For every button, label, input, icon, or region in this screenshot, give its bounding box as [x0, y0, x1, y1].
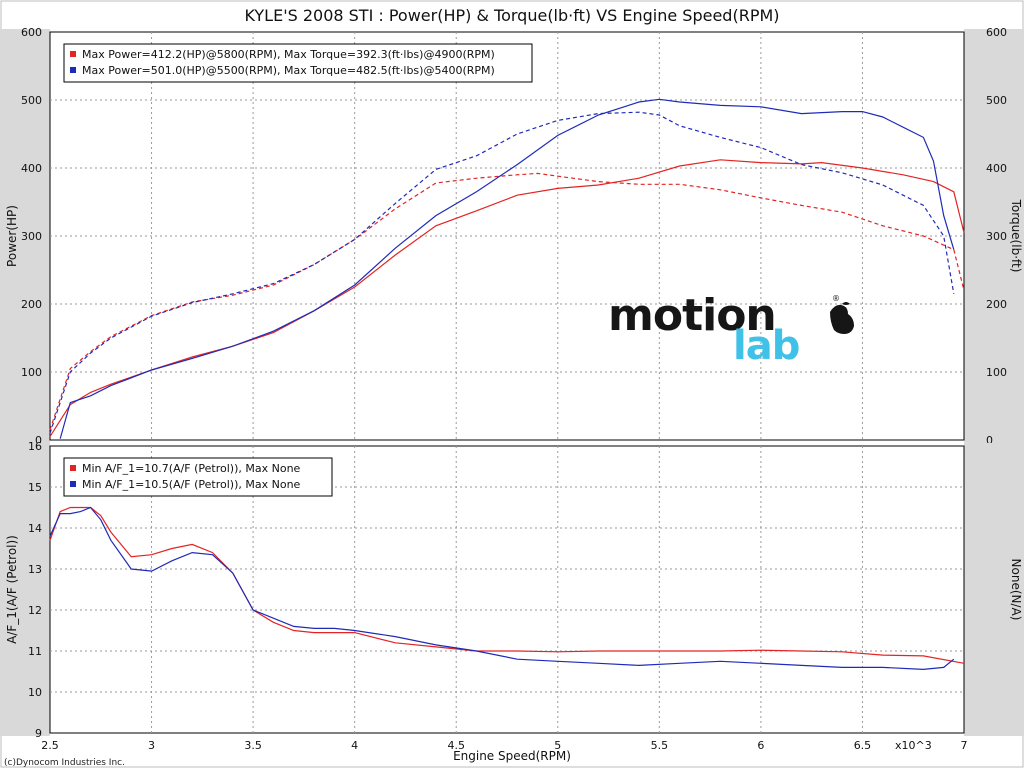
- x-tick-label: 4: [351, 739, 358, 752]
- y-tick-label: 200: [21, 298, 42, 311]
- svg-text:lab: lab: [733, 323, 799, 369]
- y-tick-label: 15: [28, 481, 42, 494]
- x-tick-label: 6.5: [854, 739, 872, 752]
- series-line-torque-run-2: [49, 111, 955, 434]
- series-line-a-f-run-1: [49, 506, 965, 664]
- left-axis-band: [0, 443, 50, 736]
- right-axis-band: [964, 29, 1024, 443]
- y-tick-label: 12: [28, 604, 42, 617]
- y-right-tick-label: 600: [986, 26, 1007, 39]
- x-tick-label: 6: [757, 739, 764, 752]
- motion-lab-logo: motion lab ®: [608, 290, 854, 369]
- legend-entry: Min A/F_1=10.5(A/F (Petrol)), Max None: [82, 478, 301, 491]
- chart-title: KYLE'S 2008 STI : Power(HP) & Torque(lb·…: [244, 6, 779, 25]
- x-axis-label: Engine Speed(RPM): [453, 749, 571, 763]
- legend-swatch: [70, 67, 76, 73]
- plot-frame: [49, 445, 965, 734]
- rooster-icon: [830, 302, 854, 334]
- y-tick-label: 400: [21, 162, 42, 175]
- y-axis-label-right: Torque(lb·ft): [1009, 199, 1023, 273]
- y-tick-label: 500: [21, 94, 42, 107]
- y-tick-label: 11: [28, 645, 42, 658]
- af-ratio-plot-area: 9 10 11 12 13 14 15 16 2.5 3 3.5 4 4.5 5 5.5 6 6.5 7 A/F_1…: [0, 440, 1024, 752]
- y-right-tick-label: 300: [986, 230, 1007, 243]
- legend-swatch: [70, 465, 76, 471]
- legend-box: [63, 457, 333, 497]
- x-tick-label: 3.5: [244, 739, 262, 752]
- legend-entry: Max Power=501.0(HP)@5500(RPM), Max Torqu…: [82, 64, 495, 77]
- left-axis-band: [0, 29, 50, 443]
- x-tick-label: 4.5: [447, 739, 465, 752]
- y-tick-label: 10: [28, 686, 42, 699]
- svg-text:motion: motion: [608, 290, 776, 341]
- series-line-power-run-2: [59, 98, 955, 439]
- y-axis-label: Power(HP): [5, 205, 19, 267]
- y-right-tick-label: 400: [986, 162, 1007, 175]
- legend-swatch: [70, 51, 76, 57]
- legend-swatch: [70, 481, 76, 487]
- legend-box: [63, 43, 533, 83]
- y-tick-label: 13: [28, 563, 42, 576]
- svg-text:®: ®: [832, 294, 840, 303]
- power-torque-plot-area: 0 0 100 100 200 200 300 300 400 400 500 500 600 600 Po…: [0, 26, 1024, 447]
- x-tick-label: 7: [961, 739, 968, 752]
- y-right-tick-label: 100: [986, 366, 1007, 379]
- x-tick-label: 2.5: [41, 739, 59, 752]
- y-tick-label: 16: [28, 440, 42, 453]
- y-tick-label: 0: [35, 434, 42, 447]
- y-tick-label: 14: [28, 522, 42, 535]
- series-line-a-f-run-2: [49, 506, 955, 671]
- x-tick-label: 5.5: [651, 739, 669, 752]
- x-tick-label: 5: [554, 739, 561, 752]
- y-right-tick-label: 200: [986, 298, 1007, 311]
- y-axis-label-right: None(N/A): [1009, 559, 1023, 621]
- y-tick-label: 100: [21, 366, 42, 379]
- y-axis-label: A/F_1(A/F (Petrol)): [5, 535, 19, 644]
- legend-entry: Min A/F_1=10.7(A/F (Petrol)), Max None: [82, 462, 301, 475]
- y-right-tick-label: 0: [986, 434, 993, 447]
- y-right-tick-label: 500: [986, 94, 1007, 107]
- right-axis-band: [964, 443, 1024, 736]
- legend-entry: Max Power=412.2(HP)@5800(RPM), Max Torqu…: [82, 48, 495, 61]
- x-axis-multiplier: x10^3: [895, 739, 932, 752]
- y-tick-label: 300: [21, 230, 42, 243]
- y-tick-label: 9: [35, 727, 42, 740]
- x-tick-label: 3: [148, 739, 155, 752]
- y-tick-label: 600: [21, 26, 42, 39]
- copyright-text: (c)Dynocom Industries Inc.: [4, 758, 125, 768]
